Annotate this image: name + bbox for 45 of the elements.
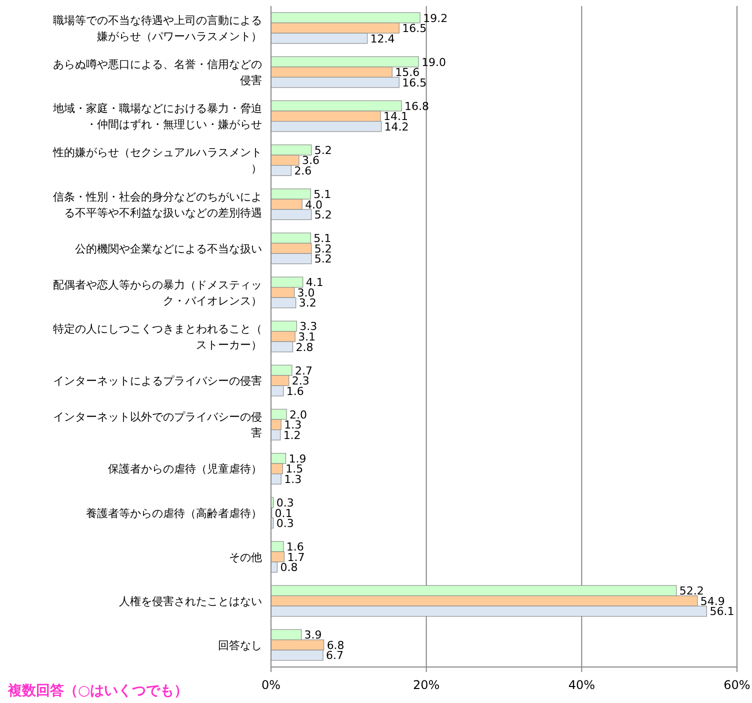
data-label: 56.1 bbox=[710, 605, 734, 618]
data-label: 2.0 bbox=[290, 408, 308, 422]
data-label: 2.7 bbox=[294, 364, 312, 378]
data-label: 5.2 bbox=[314, 252, 332, 266]
x-tick-label: 40% bbox=[568, 678, 596, 692]
data-label: 0.1 bbox=[274, 506, 292, 520]
data-label: 5.2 bbox=[314, 144, 332, 157]
y-tick-label: 公的機関や企業などによる不当な扱い bbox=[75, 242, 262, 256]
y-tick-label: インターネットによるプライバシーの侵害 bbox=[53, 374, 262, 388]
data-label: 16.8 bbox=[404, 100, 429, 113]
data-label: 0.8 bbox=[280, 561, 298, 574]
data-label: 3.2 bbox=[298, 296, 316, 310]
data-label: 3.3 bbox=[300, 320, 318, 334]
data-label: 16.5 bbox=[402, 22, 427, 36]
y-tick-label: あらぬ噂や悪口による、名誉・信用などの侵害 bbox=[53, 58, 262, 88]
data-label: 2.8 bbox=[296, 340, 314, 354]
data-label: 0.3 bbox=[276, 517, 294, 530]
y-tick-label: 養護者等からの虐待（高齢者虐待） bbox=[86, 506, 262, 520]
x-tick-label: 0% bbox=[261, 678, 281, 692]
data-label: 2.6 bbox=[294, 164, 312, 178]
y-tick-label: 特定の人にしつこくつきまとわれること（ストーカー） bbox=[53, 322, 262, 352]
text: 複数回答（○はいくつでも） bbox=[7, 682, 188, 699]
data-label: 12.4 bbox=[370, 32, 395, 46]
y-tick-label: インターネット以外でのプライバシーの侵害 bbox=[53, 410, 262, 440]
data-label: 5.2 bbox=[314, 208, 332, 222]
y-tick-label: 地域・家庭・職場などにおける暴力・脅迫・仲間はずれ・無理じい・嫌がらせ bbox=[52, 102, 262, 132]
data-label: 3.6 bbox=[302, 154, 320, 168]
y-tick-label: 性的嫌がらせ（セクシュアルハラスメント） bbox=[52, 146, 262, 176]
y-tick-label: 保護者からの虐待（児童虐待） bbox=[108, 462, 262, 476]
data-label: 3.1 bbox=[298, 330, 316, 344]
y-tick-label: 信条・性別・社会的身分などのちがいによる不平等や不利益な扱いなどの差別待遇 bbox=[53, 190, 262, 220]
data-label: 0.3 bbox=[276, 496, 294, 510]
x-tick-label: 20% bbox=[412, 678, 440, 692]
data-label: 19.0 bbox=[422, 56, 446, 69]
data-label: 6.7 bbox=[326, 649, 344, 662]
x-tick-label: 60% bbox=[724, 678, 750, 692]
data-label: 19.2 bbox=[423, 12, 448, 25]
y-tick-label: 職場等での不当な待遇や上司の言動による嫌がらせ（パワーハラスメント） bbox=[53, 14, 262, 44]
y-tick-label: 回答なし bbox=[218, 638, 262, 652]
data-label: 1.9 bbox=[288, 452, 306, 466]
y-tick-label: 人権を侵害されたことはない bbox=[119, 594, 262, 608]
y-tick-label: その他 bbox=[229, 550, 262, 564]
data-label: 3.9 bbox=[304, 628, 322, 642]
data-label: 6.8 bbox=[326, 638, 344, 652]
y-tick-label: 配偶者や恋人等からの暴力（ドメスティック・バイオレンス） bbox=[53, 278, 262, 308]
